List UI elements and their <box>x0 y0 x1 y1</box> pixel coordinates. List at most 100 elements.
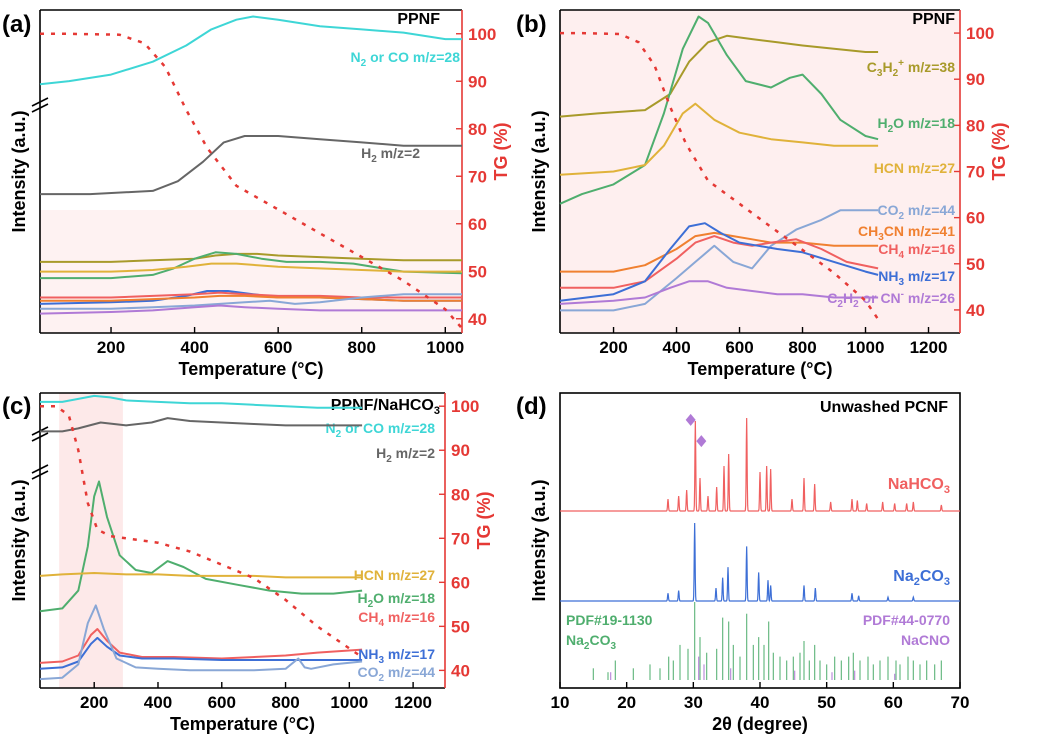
series-line-gold <box>559 102 879 176</box>
series-label: HCN m/z=27 <box>874 160 956 176</box>
tg-tick-label: 70 <box>468 167 487 186</box>
xrd-pattern-NaHCO3 <box>560 417 960 512</box>
axis-break <box>31 97 49 113</box>
shaded-region <box>560 10 960 333</box>
x-axis-label: 2θ (degree) <box>712 714 808 734</box>
tg-tick-label: 50 <box>966 255 985 274</box>
x-axis-label: Temperature (°C) <box>688 359 833 379</box>
tg-tick-label: 40 <box>451 661 470 680</box>
x-tick-label: 600 <box>208 693 236 712</box>
series-line-orange <box>40 294 462 302</box>
panel-title: PPNF <box>912 11 955 28</box>
tg-tick-label: 90 <box>966 70 985 89</box>
series-line-lightblue <box>560 209 879 312</box>
series-line-lightblue <box>39 604 363 681</box>
tg-tick-label: 60 <box>451 573 470 592</box>
series-line-orange <box>560 231 879 273</box>
panel-letter: (b) <box>516 11 547 38</box>
panel-letter: (d) <box>516 393 547 420</box>
pattern-label: NaHCO3 <box>888 476 950 496</box>
x-tick-label: 400 <box>144 693 172 712</box>
series-line-gold <box>39 572 363 579</box>
tg-tick-label: 80 <box>966 116 985 135</box>
x-tick-label: 1000 <box>426 338 464 357</box>
x-tick-label: 1200 <box>910 338 948 357</box>
x-tick-label: 1200 <box>394 693 432 712</box>
x-tick-label: 40 <box>751 693 770 712</box>
series-line-lightblue <box>40 293 462 310</box>
series-line-blue <box>559 222 879 302</box>
x-tick-label: 50 <box>817 693 836 712</box>
tg-tick-label: 70 <box>451 529 470 548</box>
panel-c: 200 400 600 800 1000 1200 Temperature (°C) Inte… <box>2 392 494 734</box>
series-label: CO2 m/z=44 <box>357 664 435 684</box>
x-tick-label: 800 <box>271 693 299 712</box>
tg-tick-label: 50 <box>451 617 470 636</box>
x-tick-label: 30 <box>684 693 703 712</box>
series-label: HCN m/z=27 <box>354 567 436 583</box>
shaded-region <box>59 393 123 688</box>
x-tick-label: 600 <box>264 338 292 357</box>
tg-axis-label: TG (%) <box>474 492 494 550</box>
ref-label: PDF#44-0770 <box>863 612 950 628</box>
series-line-gray <box>40 135 462 196</box>
y-axis-label: Intensity (a.u.) <box>9 110 29 232</box>
panel-a: 200 400 600 800 1000 Temperature (°C) Intensit… <box>2 9 511 379</box>
diamond-marker <box>685 413 696 426</box>
series-label: CO2 m/z=44 <box>877 202 955 222</box>
series-label: H2O m/z=18 <box>877 115 955 135</box>
series-line-olive <box>40 252 462 263</box>
panel-letter: (c) <box>2 393 31 420</box>
tg-tick-label: 100 <box>451 397 479 416</box>
series-line-purple <box>39 304 462 315</box>
tg-tick-label: 90 <box>468 72 487 91</box>
series-line-salmon <box>40 291 462 299</box>
tg-tick-label: 40 <box>468 310 487 329</box>
y-axis-label: Intensity (a.u.) <box>529 110 549 232</box>
x-axis-label: Temperature (°C) <box>179 359 324 379</box>
series-label: N2 or CO m/z=28 <box>351 49 461 69</box>
series-label: N2 or CO m/z=28 <box>326 420 436 440</box>
series-line-cyan <box>39 15 462 86</box>
panel-d: 10 20 30 40 50 60 70 2θ (degree) Intensity (a.u.… <box>516 392 969 734</box>
tg-tick-label: 50 <box>468 262 487 281</box>
x-tick-label: 20 <box>617 693 636 712</box>
y-axis-label: Intensity (a.u.) <box>529 479 549 601</box>
x-tick-label: 60 <box>884 693 903 712</box>
series-label: H2 m/z=2 <box>361 145 420 165</box>
x-tick-label: 1000 <box>847 338 885 357</box>
tg-curve <box>560 31 880 320</box>
tg-tick-label: 40 <box>966 301 985 320</box>
series-label: C3H2+ m/z=38 <box>867 58 955 79</box>
pattern-label: Na2CO3 <box>893 568 950 588</box>
ref-compound-label: NaCNO <box>901 632 950 648</box>
series-line-cyan <box>40 394 363 409</box>
x-tick-label: 200 <box>599 338 627 357</box>
series-line-olive <box>559 34 879 118</box>
series-line-gray <box>40 417 363 433</box>
x-tick-label: 200 <box>97 338 125 357</box>
tg-tick-label: 60 <box>966 209 985 228</box>
tg-tick-label: 70 <box>966 163 985 182</box>
series-line-salmon <box>39 628 363 664</box>
series-label: H2O m/z=18 <box>357 590 435 610</box>
series-label: C2H2 or CN- m/z=26 <box>827 289 955 310</box>
x-tick-label: 1000 <box>330 693 368 712</box>
series-label: CH3CN m/z=41 <box>858 223 955 243</box>
series-label: CH4 m/z=16 <box>358 609 435 629</box>
diamond-marker <box>696 435 707 448</box>
axis-break <box>31 464 49 480</box>
tg-axis-label: TG (%) <box>989 123 1009 181</box>
ref-label: PDF#19-1130 <box>566 612 653 628</box>
x-tick-label: 10 <box>551 693 570 712</box>
panel-title: PPNF/NaHCO3 <box>331 397 440 417</box>
tg-tick-label: 80 <box>451 485 470 504</box>
series-label: CH4 m/z=16 <box>878 241 955 261</box>
series-line-purple <box>559 280 879 305</box>
x-tick-label: 400 <box>180 338 208 357</box>
series-line-gold <box>40 262 462 273</box>
tg-tick-label: 90 <box>451 441 470 460</box>
panel-title: Unwashed PCNF <box>820 399 948 416</box>
panel-letter: (a) <box>2 11 31 38</box>
